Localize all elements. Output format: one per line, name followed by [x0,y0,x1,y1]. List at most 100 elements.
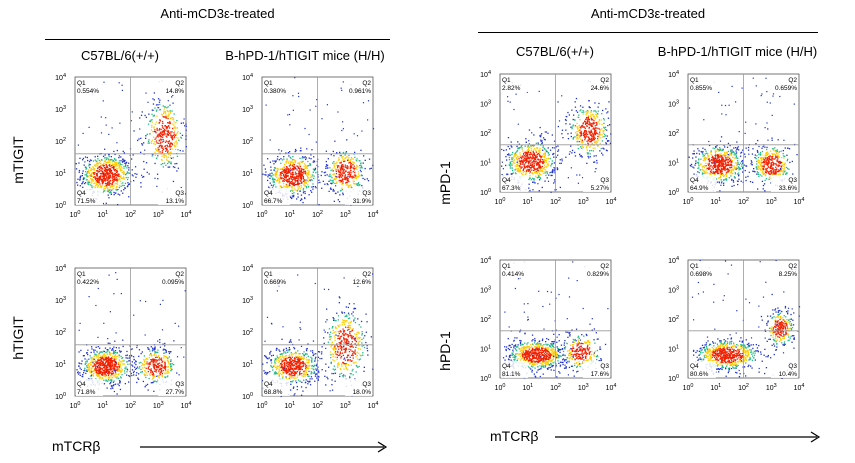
event-dot [326,104,328,106]
event-dot [118,186,120,189]
event-dot [161,141,163,143]
event-dot [281,361,283,363]
event-dot [511,146,513,148]
event-dot [299,372,301,374]
event-dot [290,178,293,180]
event-dot [167,375,169,377]
event-dot [307,184,309,186]
event-dot [150,382,152,384]
event-dot [157,375,160,377]
event-dot [82,177,85,180]
event-dot [161,372,164,375]
event-dot [157,356,160,358]
event-dot [330,337,332,339]
event-dot [114,369,116,371]
event-dot [312,174,314,176]
event-dot [343,166,345,168]
event-dot [539,149,541,151]
event-dot [141,174,143,176]
event-dot [335,320,337,322]
event-dot [277,168,279,170]
event-dot [111,159,113,161]
event-dot [538,150,540,152]
event-dot [267,358,269,360]
event-dot [135,361,137,363]
event-dot [551,170,554,172]
event-dot [85,174,88,176]
event-dot [112,348,114,350]
event-dot [313,168,315,170]
y-tick-label: 103 [242,105,253,114]
y-tick-label: 102 [242,137,253,146]
event-dot [107,369,109,371]
right-x-axis-arrow [555,431,821,443]
event-dot [340,357,342,359]
event-dot [102,377,104,379]
event-dot [342,168,345,170]
event-dot [305,174,308,176]
event-dot [119,365,122,367]
event-dot [101,355,103,357]
event-dot [157,106,159,109]
event-dot [79,367,81,369]
event-dot [300,181,303,184]
event-dot [158,134,161,136]
event-dot [535,155,537,157]
event-dot [104,375,106,377]
event-dot [95,366,97,368]
event-dot [100,173,102,175]
event-dot [324,174,326,177]
event-dot [341,321,343,323]
event-dot [150,140,153,143]
event-dot [351,313,353,315]
event-dot [177,167,179,169]
event-dot [152,375,154,378]
event-dot [528,178,530,181]
event-dot [288,168,290,171]
event-dot [125,176,127,179]
event-dot [308,177,310,179]
event-dot [105,361,107,363]
event-dot [273,163,275,165]
event-dot [519,168,521,171]
event-dot [321,357,323,360]
event-dot [342,175,344,177]
event-dot [289,181,291,183]
event-dot [148,365,150,367]
event-dot [350,176,353,178]
event-dot [534,172,537,174]
event-dot [348,154,350,157]
event-dot [331,177,333,179]
event-dot [357,343,359,345]
event-dot [156,109,158,111]
event-dot [288,113,291,116]
event-dot [153,349,155,351]
event-dot [278,178,281,180]
event-dot [325,363,327,365]
event-dot [117,363,120,365]
event-dot [291,192,293,195]
event-dot [312,168,315,170]
event-dot [535,168,537,170]
event-dot [358,160,360,162]
event-dot [342,155,344,158]
event-dot [100,360,103,363]
event-dot [338,173,340,176]
event-dot [164,362,166,364]
event-dot [109,169,112,171]
event-dot [530,157,532,159]
event-dot [272,174,274,176]
event-dot [304,363,306,365]
event-dot [298,168,301,170]
event-dot [533,178,535,180]
event-dot [176,142,178,144]
event-dot [274,172,277,175]
event-dot [294,181,296,183]
event-dot [104,148,106,150]
event-dot [354,307,357,310]
event-dot [287,114,289,116]
event-dot [115,189,117,191]
event-dot [357,318,359,320]
event-dot [337,315,340,317]
event-dot [534,169,536,171]
